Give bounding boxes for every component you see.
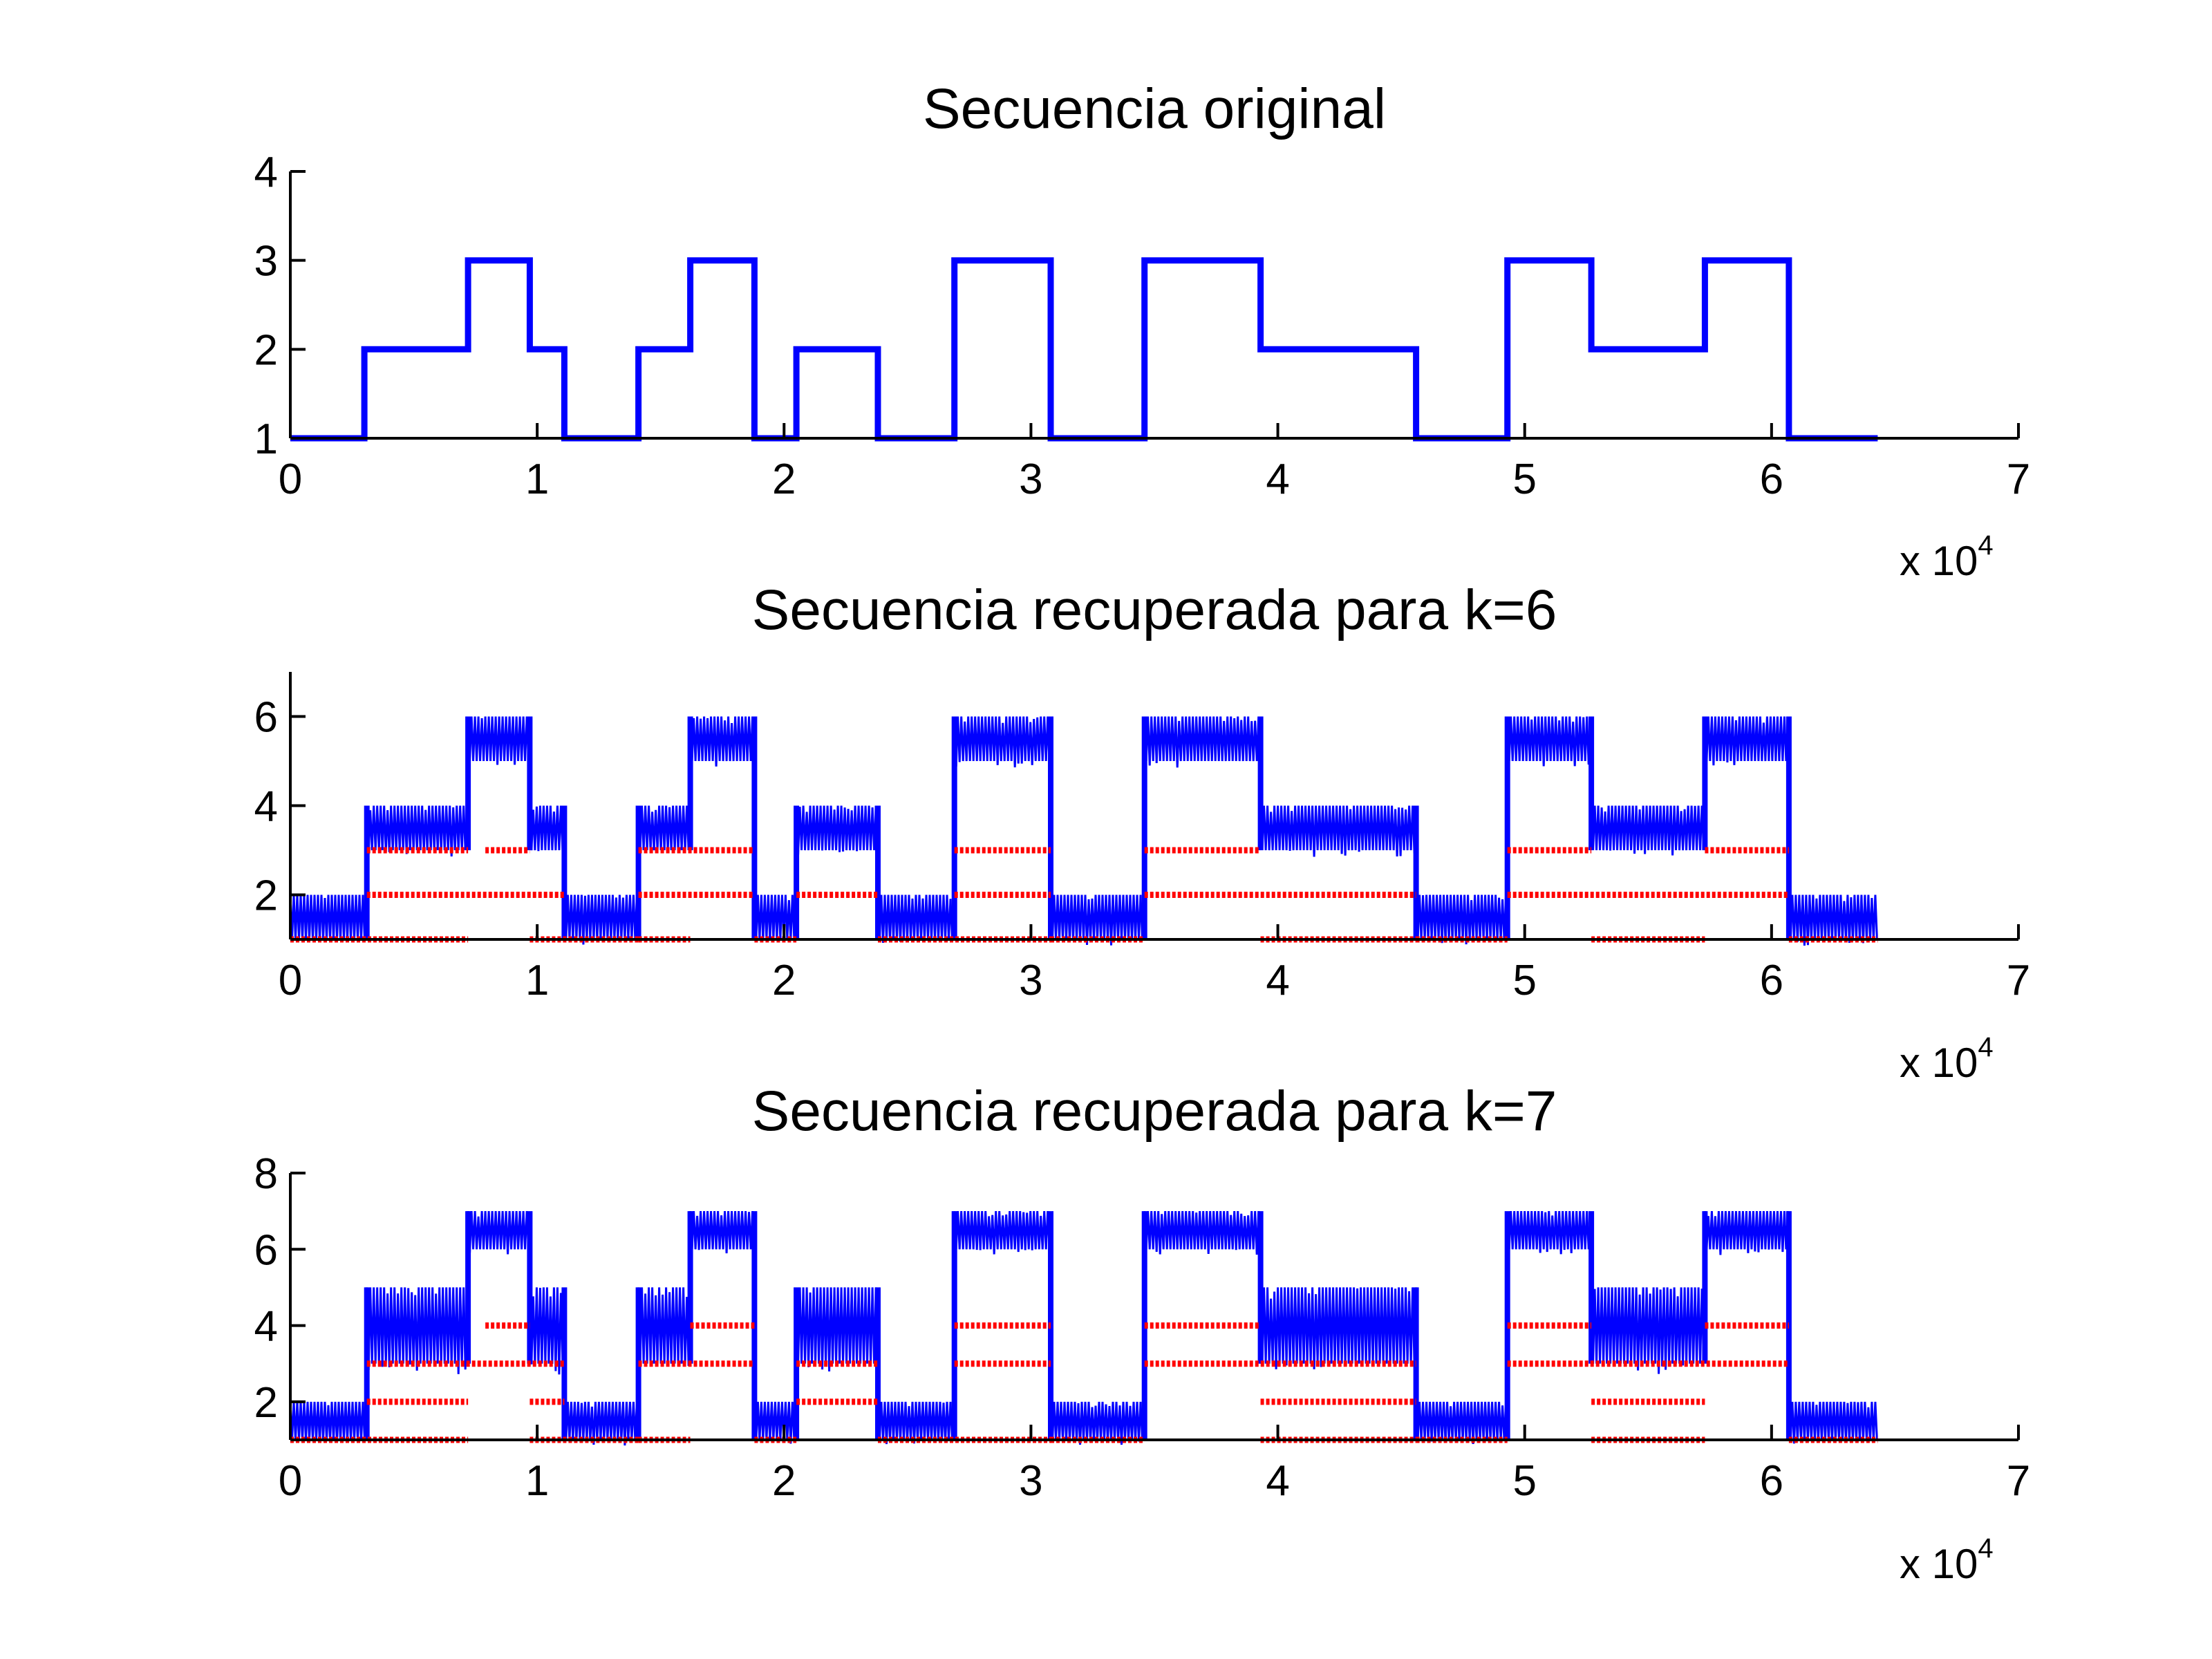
panel-k6: Secuencia recuperada para k=6 0 1 2 3 4 5 6 7 2… [254, 579, 2031, 1086]
x-exponent-label: x 104 [1900, 530, 1994, 584]
x-tick-label: 6 [1760, 456, 1783, 503]
x-tick-label: 3 [1019, 456, 1042, 503]
x-tick-label: 2 [772, 1457, 796, 1505]
x-tick-label: 0 [279, 957, 302, 1004]
exponent-base: x 10 [1900, 1040, 1978, 1086]
exponent-base: x 10 [1900, 538, 1978, 584]
exponent-base: x 10 [1900, 1541, 1978, 1587]
y-tick-labels: 1 2 3 4 [254, 149, 278, 463]
x-tick-label: 2 [772, 957, 796, 1004]
exponent-power: 4 [1978, 1533, 1993, 1564]
x-tick-label: 7 [2007, 957, 2030, 1004]
x-exponent-label: x 104 [1900, 1533, 1994, 1587]
y-tick-label: 2 [254, 1379, 278, 1427]
x-tick-label: 3 [1019, 957, 1042, 1004]
exponent-power: 4 [1978, 1032, 1993, 1062]
axes [289, 1172, 2020, 1441]
series-band-recovered [289, 716, 1878, 946]
axes [289, 672, 2020, 941]
x-tick-labels: 0 1 2 3 4 5 6 7 [279, 957, 2030, 1004]
x-tick-label: 4 [1266, 1457, 1289, 1505]
y-tick-label: 4 [254, 1303, 278, 1351]
panel-title: Secuencia recuperada para k=7 [752, 1080, 1557, 1143]
y-tick-label: 3 [254, 238, 278, 285]
axes [289, 170, 2020, 440]
x-tick-label: 1 [525, 957, 549, 1004]
series-transitions [364, 716, 1792, 939]
x-tick-label: 6 [1760, 1457, 1783, 1505]
x-tick-label: 0 [279, 456, 302, 503]
x-tick-label: 1 [525, 1457, 549, 1505]
x-tick-label: 4 [1266, 456, 1289, 503]
x-tick-label: 1 [525, 456, 549, 503]
x-tick-label: 5 [1512, 456, 1536, 503]
x-tick-label: 5 [1512, 957, 1536, 1004]
x-tick-label: 7 [2007, 456, 2030, 503]
y-tick-label: 6 [254, 1226, 278, 1274]
x-tick-label: 6 [1760, 957, 1783, 1004]
y-tick-label: 6 [254, 694, 278, 742]
y-tick-labels: 2 4 6 8 [254, 1150, 278, 1427]
y-tick-label: 4 [254, 149, 278, 196]
x-exponent-label: x 104 [1900, 1032, 1994, 1086]
exponent-power: 4 [1978, 530, 1993, 561]
x-tick-label: 4 [1266, 957, 1289, 1004]
x-tick-label: 0 [279, 1457, 302, 1505]
y-tick-labels: 2 4 6 [254, 694, 278, 920]
y-tick-label: 1 [254, 415, 278, 463]
x-tick-labels: 0 1 2 3 4 5 6 7 [279, 1457, 2030, 1505]
panel-k7: Secuencia recuperada para k=7 0 1 2 3 4 5 6 7 2… [254, 1080, 2031, 1587]
x-tick-label: 5 [1512, 1457, 1536, 1505]
y-tick-label: 2 [254, 872, 278, 920]
y-tick-label: 4 [254, 783, 278, 831]
panel-title: Secuencia recuperada para k=6 [752, 579, 1557, 641]
x-tick-label: 7 [2007, 1457, 2030, 1505]
x-tick-label: 2 [772, 456, 796, 503]
x-tick-labels: 0 1 2 3 4 5 6 7 [279, 456, 2030, 503]
panel-title: Secuencia original [923, 77, 1386, 140]
y-tick-label: 8 [254, 1150, 278, 1198]
x-tick-label: 3 [1019, 1457, 1042, 1505]
y-tick-label: 2 [254, 326, 278, 374]
